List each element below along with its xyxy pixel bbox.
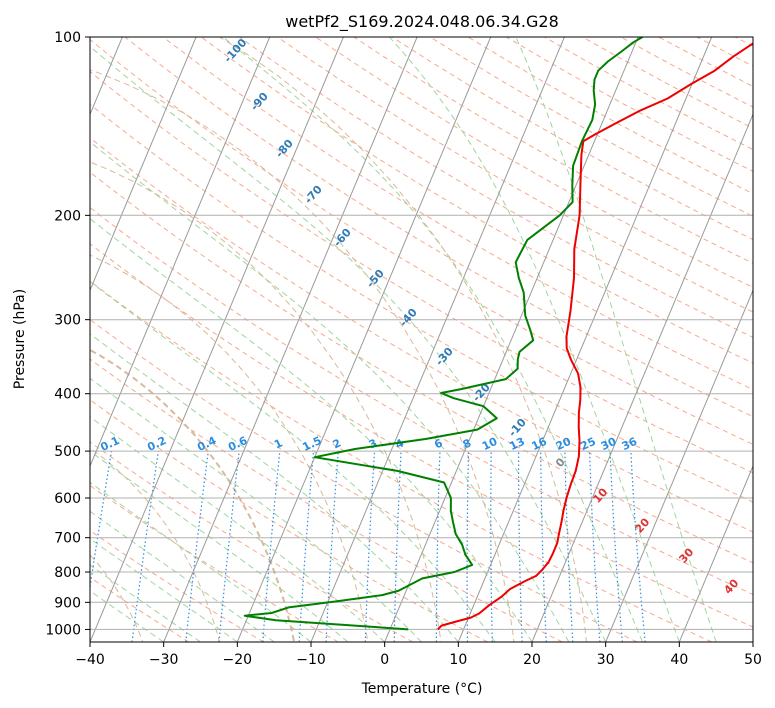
theta-e-line [90,348,296,642]
y-tick-label: 500 [54,444,81,460]
moist-adiabat-line [515,37,717,642]
isotherm-line [236,37,492,642]
y-tick-label: 100 [54,30,81,46]
moist-adiabat-line [90,218,533,642]
mixing-ratio-line [218,451,240,642]
theta-e-line [218,37,587,642]
mixing-ratio-label: 36 [620,435,640,453]
y-tick-label: 300 [54,313,81,329]
mixing-ratio-label: 10 [480,435,500,453]
moist-adiabat-line [90,564,201,642]
mixing-ratio-label: 25 [578,435,597,453]
isotherm-line [90,37,271,468]
x-tick-label: 20 [523,652,541,668]
mixing-ratio-line [262,451,281,642]
dry-adiabat-line [90,280,712,642]
y-tick-label: 1000 [45,622,81,638]
moist-adiabat-line [389,37,680,642]
isotherm-line [90,37,197,292]
chart-title: wetPf2_S169.2024.048.06.34.G28 [285,12,559,32]
dry-adiabat-line [90,206,753,596]
y-axis: 100 200 300 400 500 600 700 800 900 1000 [45,30,90,638]
dry-adiabat-line [90,171,753,564]
x-axis-title: Temperature (°C) [361,681,483,697]
dry-adiabat-line [90,103,753,503]
moist-adiabat-line [90,510,275,642]
mixing-ratio-label: 16 [530,435,550,453]
x-tick-label: 50 [744,652,762,668]
y-tick-label: 600 [54,491,81,507]
grid-lines [90,37,753,642]
moist-adiabat-line [90,416,386,642]
x-tick-label: 30 [597,652,615,668]
mixing-ratio-line [630,451,646,642]
dry-adiabat-line [90,243,753,628]
x-tick-label: 10 [449,652,467,668]
dewpoint-profile-line [243,37,644,631]
dry-adiabat-line [90,358,563,642]
moist-adiabat-line [222,37,643,642]
dry-adiabat-line [90,484,339,642]
moist-adiabat-line [90,538,238,642]
y-tick-label: 700 [54,531,81,547]
isotherm-line [531,113,753,642]
x-axis: −40 −30 −20 −10 0 10 20 30 40 50 [75,642,762,668]
theta-e-line [90,69,515,642]
moist-adiabat-line [90,333,459,642]
isotherm-line [457,37,713,642]
dry-adiabat-line [90,38,753,445]
x-tick-label: −20 [223,652,253,668]
moist-adiabat-line [90,590,164,642]
isotherm-line [605,289,753,642]
x-tick-label: −30 [149,652,179,668]
x-tick-label: −10 [296,652,326,668]
x-tick-label: −40 [75,652,105,668]
theta-e-line [90,254,369,642]
dry-adiabat-line [239,37,753,338]
x-tick-label: 0 [380,652,389,668]
mixing-ratio-label: 30 [599,435,619,453]
x-tick-label: 40 [670,652,688,668]
isotherm-line [384,37,639,642]
moist-adiabat-line [90,280,496,642]
mixing-ratio-line [90,451,113,592]
sounding-profiles [243,37,753,631]
dry-adiabat-line [315,37,753,288]
mixing-ratio-line [185,451,209,642]
mixing-ratio-label: 13 [507,435,526,453]
plot-frame [89,36,754,643]
y-axis-title: Pressure (hPa) [12,289,28,389]
mixing-ratio-label: 20 [554,435,574,453]
dry-adiabat-line [162,37,753,391]
isotherm-line [90,37,344,642]
moist-adiabat-line [90,141,570,642]
moist-adiabat-line [90,377,422,642]
y-tick-label: 400 [54,387,81,403]
moist-adiabat-line [90,45,607,642]
temperature-profile-line [437,42,753,631]
y-tick-label: 200 [54,208,81,224]
y-tick-label: 800 [54,565,81,581]
isotherm-line [678,464,753,642]
y-tick-label: 900 [54,595,81,611]
isotherm-line [163,37,418,642]
isotherm-line [310,37,565,642]
